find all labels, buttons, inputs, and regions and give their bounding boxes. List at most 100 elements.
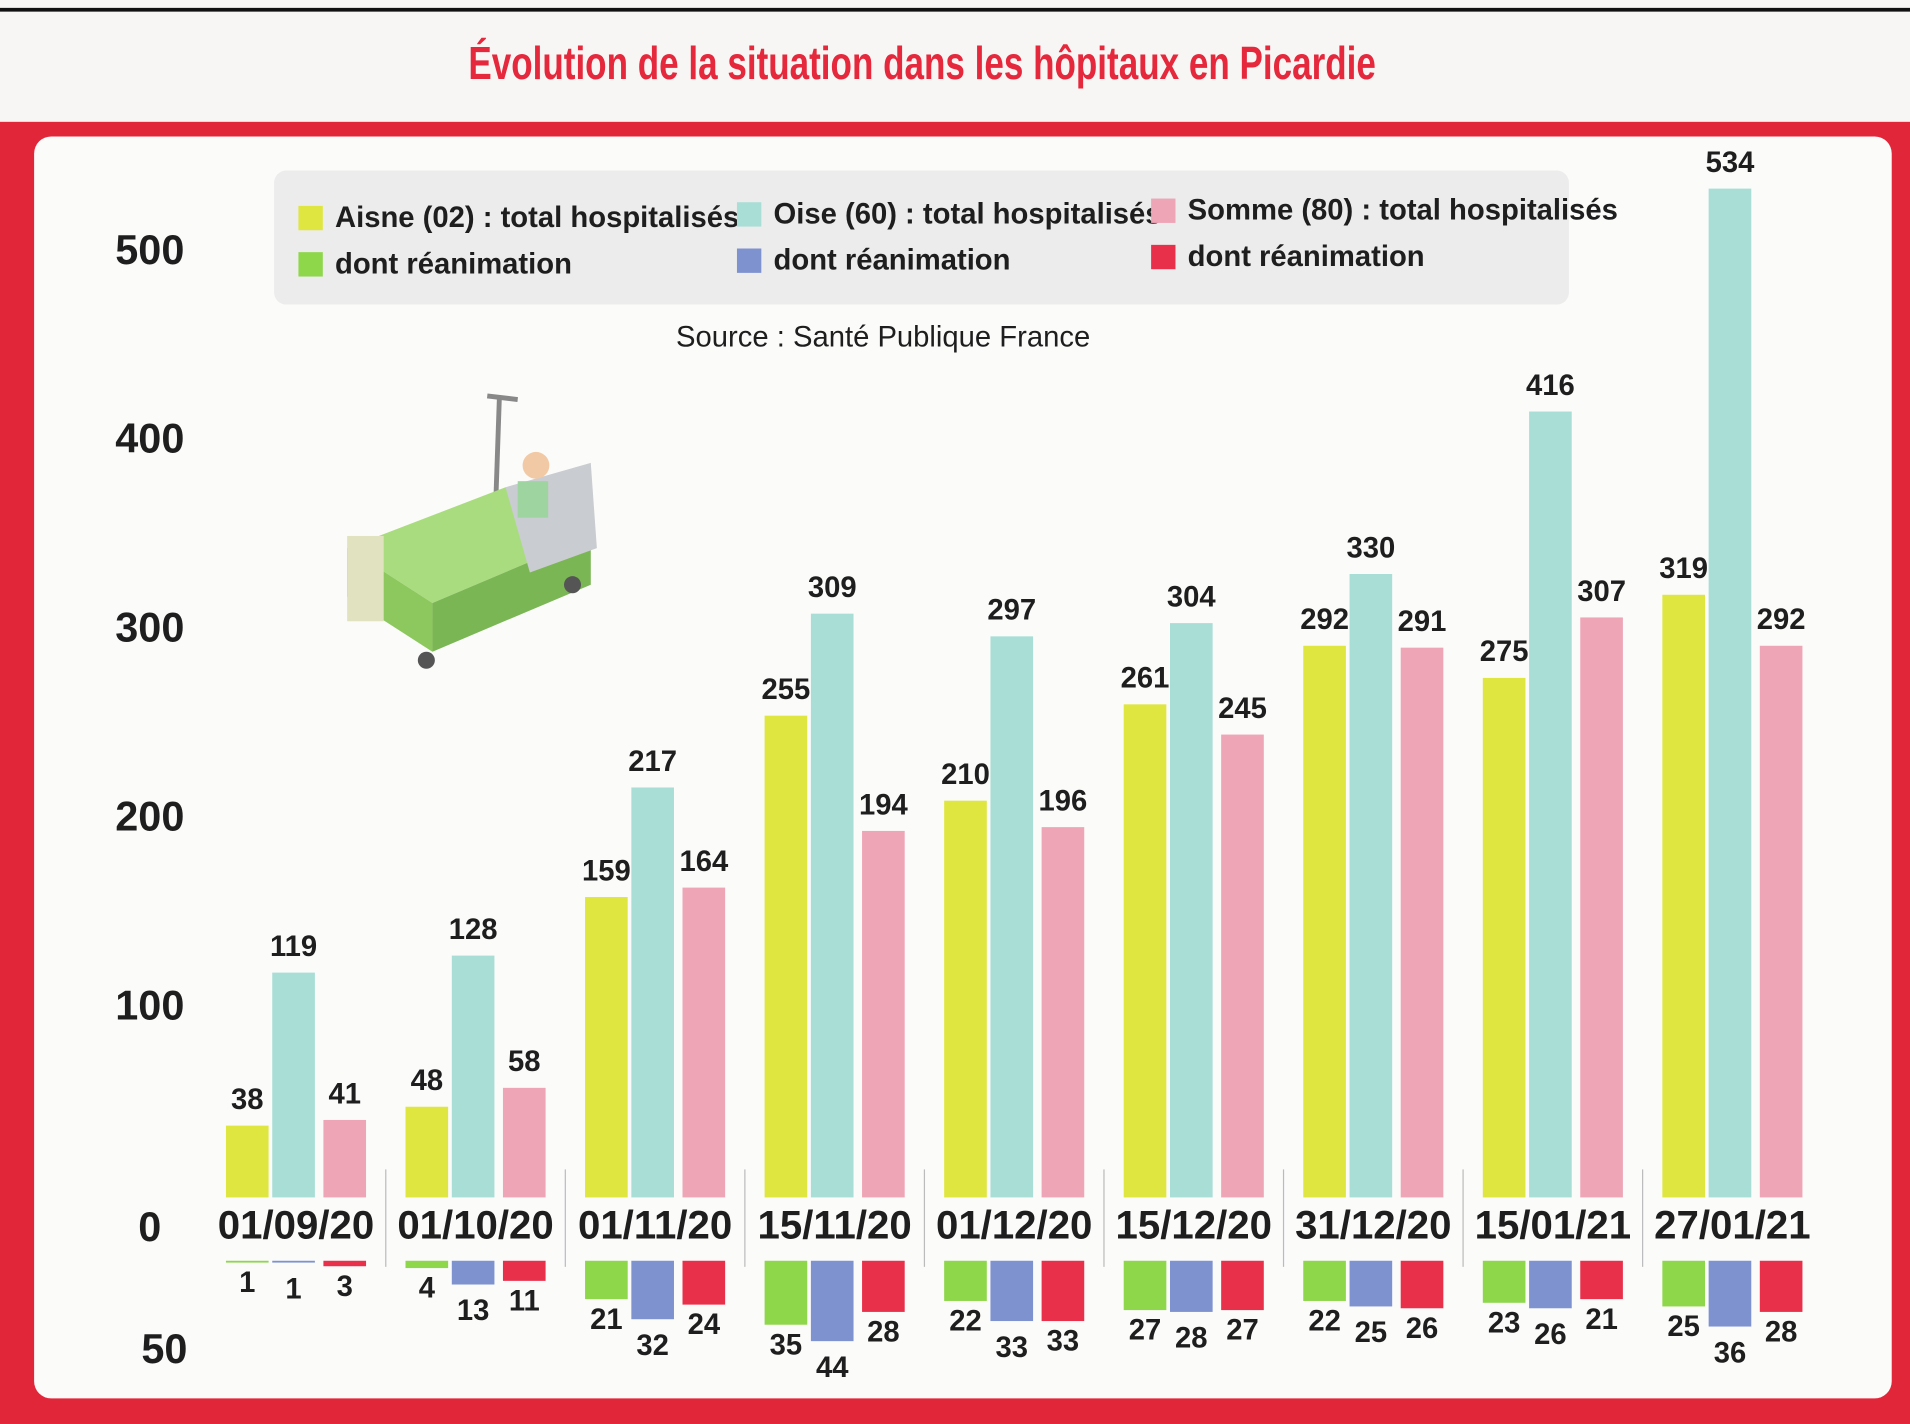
value-label: 416 — [1526, 370, 1575, 402]
bar — [990, 636, 1034, 1198]
bar — [1759, 645, 1803, 1198]
bar — [1482, 1260, 1526, 1303]
bar — [585, 1260, 628, 1300]
bar — [1303, 1260, 1346, 1301]
bar — [1303, 645, 1346, 1198]
bar — [323, 1119, 367, 1198]
legend-label: dont réanimation — [335, 248, 572, 280]
bar — [1041, 1260, 1085, 1322]
value-label: 275 — [1480, 636, 1529, 668]
legend-label: dont réanimation — [774, 245, 1011, 277]
value-label: 1 — [239, 1267, 255, 1299]
value-label: 4 — [419, 1273, 436, 1305]
value-label: 304 — [1167, 581, 1217, 613]
bar — [1349, 573, 1393, 1198]
value-label: 194 — [859, 789, 909, 821]
bar — [764, 715, 808, 1198]
value-label: 27 — [1226, 1315, 1259, 1347]
legend-swatch — [1151, 244, 1176, 270]
bar — [764, 1260, 808, 1325]
bar — [1580, 617, 1623, 1198]
value-label: 319 — [1659, 553, 1708, 585]
value-label: 291 — [1398, 606, 1447, 638]
bar — [810, 613, 854, 1198]
bar — [944, 800, 987, 1198]
x-tick-label: 15/01/21 — [1475, 1202, 1631, 1247]
x-tick-label: 01/10/20 — [397, 1202, 553, 1247]
bar — [631, 1260, 674, 1320]
legend-label: Somme (80) : total hospitalisés — [1188, 195, 1618, 227]
bar — [272, 972, 315, 1198]
value-label: 26 — [1534, 1319, 1567, 1351]
value-label: 22 — [1308, 1306, 1341, 1338]
value-label: 33 — [996, 1332, 1029, 1364]
x-tick-label: 31/12/20 — [1295, 1202, 1451, 1247]
source: Source : Santé Publique France — [676, 321, 1090, 353]
bar — [1123, 704, 1167, 1198]
value-label: 309 — [808, 572, 857, 604]
bar — [1662, 1260, 1705, 1307]
value-label: 292 — [1757, 604, 1806, 636]
bar — [1041, 827, 1085, 1198]
bar — [1221, 1260, 1264, 1311]
bar — [502, 1260, 546, 1281]
y2-tick-label: 50 — [141, 1326, 187, 1372]
bar — [225, 1125, 269, 1198]
bar — [1123, 1260, 1167, 1311]
legend-label: dont réanimation — [1188, 241, 1425, 273]
value-label: 41 — [328, 1078, 361, 1110]
bar — [631, 787, 674, 1198]
legend-swatch — [298, 252, 323, 277]
bar — [272, 1260, 315, 1263]
value-label: 210 — [941, 759, 990, 791]
value-label: 3 — [337, 1271, 353, 1303]
bar — [990, 1260, 1034, 1322]
bar — [1169, 623, 1213, 1198]
value-label: 13 — [457, 1295, 490, 1327]
bar — [1759, 1260, 1803, 1312]
value-label: 27 — [1129, 1315, 1162, 1347]
x-tick-label: 01/12/20 — [936, 1202, 1092, 1247]
legend-swatch — [298, 205, 323, 231]
bed-illustration — [347, 393, 597, 669]
value-label: 11 — [509, 1286, 540, 1318]
value-label: 38 — [231, 1084, 264, 1116]
bar — [1349, 1260, 1393, 1307]
bar — [682, 887, 726, 1198]
value-label: 35 — [770, 1329, 803, 1361]
x-tick-label: 15/12/20 — [1116, 1202, 1272, 1247]
bar — [405, 1106, 449, 1198]
value-label: 24 — [688, 1309, 721, 1341]
bar — [1169, 1260, 1213, 1312]
chart-title: Évolution de la situation dans les hôpit… — [468, 37, 1375, 89]
value-label: 48 — [411, 1065, 444, 1097]
bar — [451, 955, 495, 1198]
bar — [1482, 677, 1526, 1198]
value-label: 33 — [1047, 1326, 1080, 1358]
bar — [862, 830, 905, 1198]
bar — [1221, 734, 1264, 1198]
value-label: 28 — [867, 1317, 900, 1349]
value-label: 292 — [1300, 604, 1349, 636]
bar — [585, 897, 628, 1198]
bar — [451, 1260, 495, 1285]
y-tick-label: 100 — [115, 982, 184, 1028]
value-label: 1 — [285, 1273, 301, 1305]
bar — [944, 1260, 987, 1301]
value-label: 119 — [270, 931, 317, 963]
bar — [1400, 647, 1444, 1198]
y-tick-label: 300 — [115, 605, 184, 651]
value-label: 307 — [1577, 576, 1626, 608]
x-tick-label: 01/09/20 — [218, 1202, 374, 1247]
legend-label: Aisne (02) : total hospitalisés — [335, 202, 739, 234]
bar — [1529, 1260, 1572, 1309]
bar — [810, 1260, 854, 1342]
x-tick-label: 01/11/20 — [578, 1202, 732, 1247]
bar — [862, 1260, 905, 1312]
value-label: 25 — [1355, 1317, 1388, 1349]
legend-swatch — [736, 248, 762, 273]
value-label: 255 — [762, 674, 811, 706]
bar — [225, 1260, 269, 1263]
value-label: 261 — [1121, 663, 1170, 695]
